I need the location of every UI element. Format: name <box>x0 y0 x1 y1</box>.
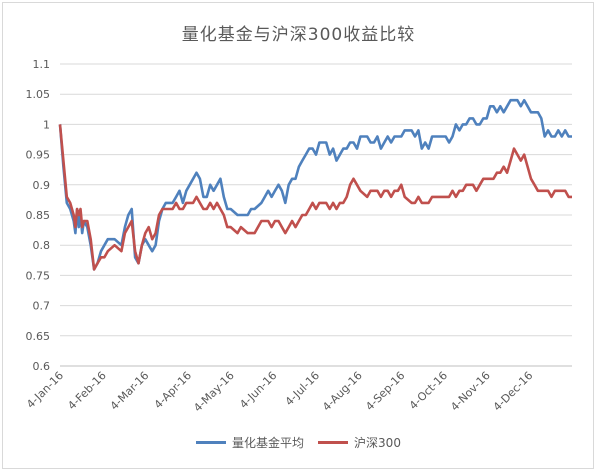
y-axis-ticks: 0.6 0.65 0.7 0.75 0.8 0.85 0.9 0.95 1 1.05 1.1 <box>26 58 51 373</box>
x-tick-label: 4-Jul-16 <box>283 369 322 408</box>
series-line-csi300 <box>58 124 572 271</box>
x-axis-ticks: 4-Jan-16 4-Feb-164-Mar-16 4-Apr-164-May-16… <box>24 369 535 415</box>
x-tick-label: 4-Jan-16 <box>24 369 66 411</box>
y-tick-label: 0.9 <box>33 179 51 192</box>
y-tick-label: 0.8 <box>33 239 51 252</box>
y-tick-label: 0.6 <box>33 360 51 373</box>
x-tick-label: 4-Sep-16 <box>363 369 407 413</box>
legend: 量化基金平均 沪深300 <box>0 434 597 451</box>
legend-swatch-csi300 <box>318 441 349 444</box>
y-tick-label: 0.85 <box>26 209 51 222</box>
x-tick-label: 4-Feb-16 <box>65 369 108 412</box>
legend-label-csi300: 沪深300 <box>354 436 401 450</box>
x-tick-label: 4-Aug-16 <box>320 369 365 414</box>
chart-title: 量化基金与沪深300收益比较 <box>181 25 416 45</box>
y-tick-label: 0.65 <box>26 330 51 343</box>
legend-item-fund: 量化基金平均 <box>196 434 304 451</box>
x-tick-label: 4-Oct-16 <box>407 369 450 412</box>
x-tick-label: 4-Apr-16 <box>152 369 194 411</box>
x-tick-label: 4-Dec-16 <box>491 369 536 414</box>
x-tick-label: 4-Nov-16 <box>448 369 493 414</box>
y-tick-label: 1 <box>43 118 50 131</box>
legend-swatch-fund <box>196 441 227 444</box>
x-tick-label: 4-Mar-16 <box>108 369 152 413</box>
x-tick-label: 4-Jun-16 <box>237 369 279 411</box>
legend-item-csi300: 沪深300 <box>318 434 401 451</box>
series-lines <box>58 98 572 271</box>
y-tick-label: 0.95 <box>26 149 51 162</box>
y-tick-label: 0.75 <box>26 269 51 282</box>
x-tick-label: 4-May-16 <box>191 369 237 415</box>
y-tick-label: 1.05 <box>26 88 51 101</box>
y-tick-label: 1.1 <box>33 58 51 71</box>
legend-label-fund: 量化基金平均 <box>232 436 305 450</box>
y-tick-label: 0.7 <box>33 300 51 313</box>
